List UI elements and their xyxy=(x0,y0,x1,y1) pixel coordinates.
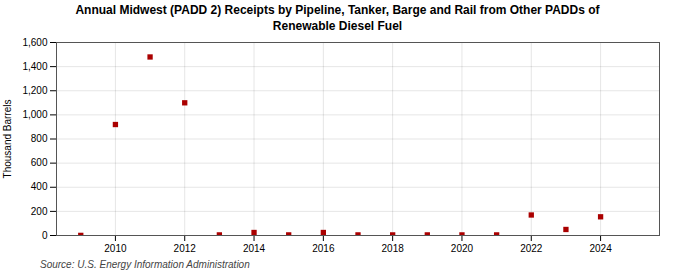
svg-text:0: 0 xyxy=(42,230,48,241)
svg-text:2020: 2020 xyxy=(451,243,474,254)
svg-text:2014: 2014 xyxy=(243,243,266,254)
html-text:Annual Midwest (PADD 2) Receip: Annual Midwest (PADD 2) Receipts by Pipe… xyxy=(75,3,600,33)
svg-text:1,200: 1,200 xyxy=(22,85,47,96)
svg-text:400: 400 xyxy=(31,182,48,193)
svg-text:2010: 2010 xyxy=(104,243,127,254)
html-text:Source: U.S. Energy Informatio: Source: U.S. Energy Information Administ… xyxy=(40,259,250,271)
svg-text:2012: 2012 xyxy=(174,243,197,254)
svg-text:1,000: 1,000 xyxy=(22,109,47,120)
svg-text:Thousand Barrels: Thousand Barrels xyxy=(2,100,13,179)
svg-text:1,400: 1,400 xyxy=(22,61,47,72)
svg-text:1,600: 1,600 xyxy=(22,37,47,48)
svg-text:800: 800 xyxy=(31,133,48,144)
svg-text:2022: 2022 xyxy=(520,243,543,254)
svg-text:200: 200 xyxy=(31,206,48,217)
svg-text:600: 600 xyxy=(31,158,48,169)
svg-text:2016: 2016 xyxy=(312,243,335,254)
svg-text:2024: 2024 xyxy=(589,243,612,254)
svg-text:2018: 2018 xyxy=(382,243,405,254)
